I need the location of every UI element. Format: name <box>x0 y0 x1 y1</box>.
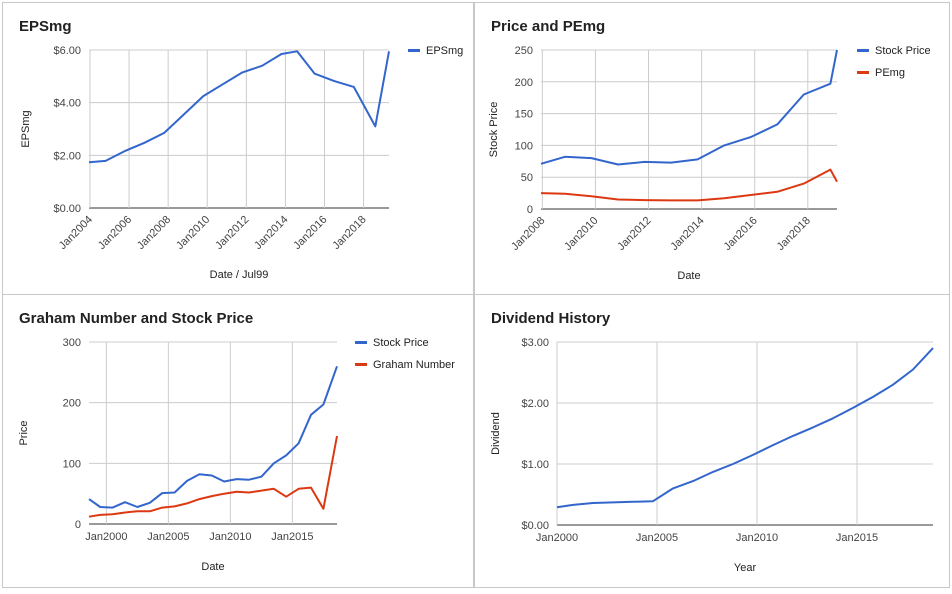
legend-label: Stock Price <box>373 337 429 349</box>
eps-chart-panel: EPSmg $0.00 $2.00 $4.00 $6.00 Jan2004 Jan2006 J… <box>2 2 474 295</box>
x-axis-label: Date <box>201 561 224 573</box>
chart-svg: Dividend History $0.00 $1.00 $2.00 $3.00 Jan2… <box>490 310 934 574</box>
series-line-0 <box>88 50 390 164</box>
y-axis-label: Price <box>18 420 30 445</box>
y-tick-label: $4.00 <box>53 98 81 110</box>
y-tick-label: 100 <box>515 140 533 152</box>
x-axis-label: Year <box>734 562 757 574</box>
series-line-0 <box>88 365 338 509</box>
x-tick-label: Jan2014 <box>668 215 706 253</box>
y-axis-label: EPSmg <box>20 110 32 147</box>
x-tick-label: Jan2015 <box>271 531 313 543</box>
y-tick-label: $1.00 <box>521 459 549 471</box>
x-tick-label: Jan2016 <box>721 215 759 253</box>
legend-swatch <box>857 49 869 52</box>
series-line-1 <box>540 168 838 202</box>
x-tick-label: Jan2010 <box>209 531 251 543</box>
x-axis-label: Date <box>677 270 700 282</box>
x-tick-label: Jan2008 <box>509 215 547 253</box>
x-tick-label: Jan2010 <box>736 532 778 544</box>
x-axis-label: Date / Jul99 <box>210 269 269 281</box>
legend-label: Stock Price <box>875 45 931 57</box>
x-tick-label: Jan2004 <box>57 214 95 252</box>
chart-title: EPSmg <box>19 18 72 35</box>
x-tick-label: Jan2005 <box>147 531 189 543</box>
x-tick-label: Jan2018 <box>775 215 813 253</box>
legend-label: Graham Number <box>373 359 455 371</box>
y-tick-label: 250 <box>515 45 533 57</box>
x-tick-label: Jan2005 <box>636 532 678 544</box>
graham-chart-panel: Graham Number and Stock Price 0 100 200 300 J… <box>2 294 474 588</box>
chart-title: Graham Number and Stock Price <box>19 310 253 327</box>
y-tick-label: $0.00 <box>521 520 549 532</box>
chart-title: Price and PEmg <box>491 18 605 35</box>
x-tick-label: Jan2015 <box>836 532 878 544</box>
legend-label: PEmg <box>875 67 905 79</box>
x-tick-label: Jan2014 <box>252 214 290 252</box>
y-tick-label: 200 <box>515 77 533 89</box>
chart-svg: Price and PEmg 0 50 100 150 200 250 Jan2008 Jan2… <box>488 18 931 282</box>
dividend-chart-panel: Dividend History $0.00 $1.00 $2.00 $3.00 Jan2… <box>474 294 950 588</box>
y-tick-label: $2.00 <box>521 398 549 410</box>
y-tick-label: $0.00 <box>53 203 81 215</box>
y-axis-label: Stock Price <box>488 102 500 158</box>
x-tick-label: Jan2012 <box>615 215 653 253</box>
y-tick-label: 0 <box>527 204 533 216</box>
legend-swatch <box>355 363 367 366</box>
y-tick-label: 50 <box>521 172 533 184</box>
x-tick-label: Jan2018 <box>330 214 368 252</box>
series-line-1 <box>88 435 338 518</box>
legend-swatch <box>408 49 420 52</box>
y-tick-label: 0 <box>75 519 81 531</box>
price-pe-chart-panel: Price and PEmg 0 50 100 150 200 250 Jan2008 Jan2… <box>474 2 950 295</box>
x-tick-label: Jan2010 <box>562 215 600 253</box>
x-tick-label: Jan2010 <box>174 214 212 252</box>
series-line-0 <box>556 347 934 509</box>
y-tick-label: 150 <box>515 109 533 121</box>
y-tick-label: 100 <box>63 458 81 470</box>
x-tick-label: Jan2012 <box>213 214 251 252</box>
y-tick-label: 200 <box>63 398 81 410</box>
legend-swatch <box>857 71 869 74</box>
y-tick-label: $3.00 <box>521 337 549 349</box>
legend-label: EPSmg <box>426 45 463 57</box>
chart-svg: Graham Number and Stock Price 0 100 200 300 J… <box>18 310 455 573</box>
x-tick-label: Jan2006 <box>96 214 134 252</box>
legend-swatch <box>355 341 367 344</box>
x-tick-label: Jan2000 <box>85 531 127 543</box>
y-axis-label: Dividend <box>490 412 502 455</box>
series-line-0 <box>540 49 838 166</box>
x-tick-label: Jan2016 <box>291 214 329 252</box>
y-tick-label: $6.00 <box>53 45 81 57</box>
chart-title: Dividend History <box>491 310 611 327</box>
x-tick-label: Jan2000 <box>536 532 578 544</box>
y-tick-label: $2.00 <box>53 150 81 162</box>
y-tick-label: 300 <box>63 337 81 349</box>
x-tick-label: Jan2008 <box>135 214 173 252</box>
